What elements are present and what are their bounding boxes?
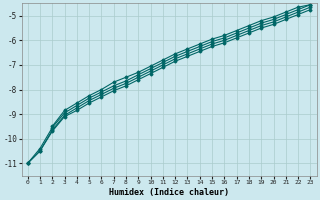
X-axis label: Humidex (Indice chaleur): Humidex (Indice chaleur) (109, 188, 229, 197)
